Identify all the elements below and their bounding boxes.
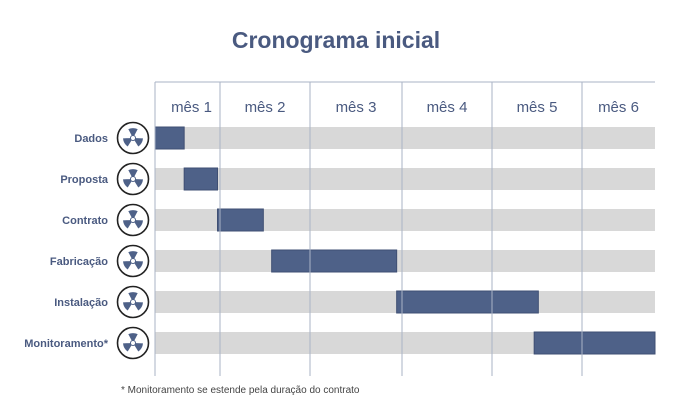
row-label: Fabricação [50,256,108,268]
column-header-label: mês 6 [598,99,639,116]
track-layer [155,127,655,354]
fan-icon-blade [133,302,143,311]
fan-icon-blade [133,179,143,188]
fan-icon-blade [123,179,133,188]
task-bar [183,167,219,191]
fan-icon-blade [123,302,133,311]
fan-icon-blade [123,220,133,229]
fan-icon-hub [130,217,136,223]
fan-icon-blade [123,343,133,352]
track-bar [155,250,655,272]
fan-icon-hub [130,340,136,346]
track-bar [155,209,655,231]
fan-icon-blade [128,251,138,261]
chart-title: Cronograma inicial [231,27,441,53]
fan-icon-blade [128,169,138,179]
row-label: Contrato [62,215,108,227]
task-bar [533,331,656,355]
task-bar [154,126,185,150]
track-bar [155,127,655,149]
fan-icon [116,121,150,155]
fan-icon-hub [130,258,136,264]
bar-layer [154,126,656,355]
fan-icon-blade [123,261,133,270]
fan-icon [116,326,150,360]
row-label: Proposta [60,174,109,186]
fan-icon [116,244,150,278]
column-header-label: mês 5 [517,99,558,116]
row-label-layer: Dados Proposta Contrato Fabricação Instalaçã… [24,121,150,360]
column-header-label: mês 3 [336,99,377,116]
fan-icon [116,285,150,319]
fan-icon-hub [130,176,136,182]
fan-icon-hub [130,135,136,141]
fan-icon-blade [128,210,138,220]
fan-icon-blade [128,128,138,138]
track-bar [155,168,655,190]
row-label: Monitoramento* [24,338,108,350]
fan-icon-blade [133,220,143,229]
row-label: Dados [74,133,108,145]
track-bar [155,332,655,354]
chart-footnote: * Monitoramento se estende pela duração … [121,385,360,396]
fan-icon [116,162,150,196]
fan-icon-blade [133,261,143,270]
row-label: Instalação [54,297,108,309]
column-header-label: mês 2 [245,99,286,116]
fan-icon-blade [133,343,143,352]
column-header-layer: mês 1 mês 2 mês 3 mês 4 mês 5 mês 6 [171,99,639,116]
fan-icon-hub [130,299,136,305]
column-header-label: mês 4 [427,99,468,116]
task-bar [396,290,539,314]
task-bar [271,249,398,273]
column-header-label: mês 1 [171,99,212,116]
fan-icon-blade [133,138,143,147]
fan-icon-blade [128,292,138,302]
fan-icon-blade [123,138,133,147]
task-bar [217,208,264,232]
grid-layer [154,81,655,376]
fan-icon [116,203,150,237]
fan-icon-blade [128,333,138,343]
